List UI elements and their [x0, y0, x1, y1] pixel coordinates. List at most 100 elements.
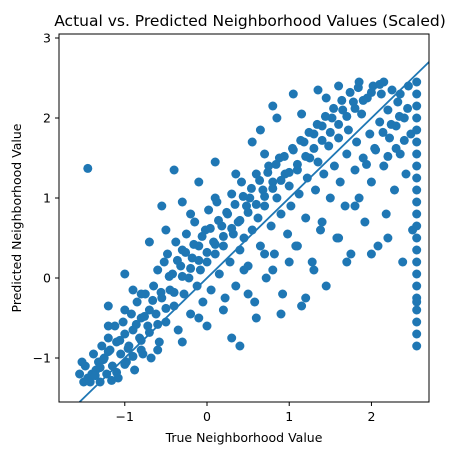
data-point	[97, 341, 107, 351]
data-point	[412, 173, 422, 183]
data-point	[115, 335, 125, 345]
data-point	[279, 151, 289, 161]
data-point	[370, 143, 380, 153]
data-point	[325, 127, 335, 137]
data-point	[362, 159, 371, 169]
data-point	[202, 321, 212, 331]
data-point	[316, 225, 325, 235]
data-point	[412, 329, 422, 339]
data-point	[140, 311, 149, 321]
data-point	[181, 247, 191, 257]
data-point	[335, 177, 345, 187]
data-point	[393, 97, 403, 107]
data-point	[340, 201, 350, 211]
data-point	[177, 337, 187, 347]
data-point	[190, 217, 200, 227]
data-point	[163, 249, 172, 259]
data-point	[230, 199, 240, 209]
data-point	[95, 363, 105, 373]
data-point	[276, 309, 286, 319]
data-point	[189, 239, 199, 249]
data-point	[342, 257, 352, 267]
data-point	[412, 197, 422, 207]
data-point	[157, 201, 167, 211]
data-point	[412, 281, 422, 291]
data-point	[192, 281, 202, 291]
data-point	[360, 217, 370, 227]
data-point	[391, 143, 401, 153]
data-point	[177, 271, 187, 281]
data-point	[251, 313, 261, 323]
data-point	[268, 183, 278, 193]
data-point	[386, 119, 396, 129]
data-point	[338, 105, 348, 115]
data-point	[271, 159, 281, 169]
data-point	[210, 157, 220, 167]
data-point	[383, 105, 393, 115]
data-point	[354, 193, 364, 203]
data-point	[319, 169, 329, 179]
data-point	[202, 257, 212, 267]
y-tick-label: 0	[43, 271, 51, 286]
data-point	[334, 81, 344, 91]
data-point	[154, 337, 164, 347]
y-tick-label: 2	[43, 111, 51, 126]
data-point	[412, 89, 422, 99]
y-tick-label: −1	[33, 351, 51, 366]
data-point	[320, 111, 330, 121]
data-point	[156, 287, 166, 297]
data-point	[181, 229, 191, 239]
data-point	[321, 93, 331, 103]
data-point	[390, 185, 399, 195]
reference-line	[78, 61, 430, 403]
y-axis-ticks: −1 0 1 2 3	[33, 31, 59, 366]
data-point	[238, 191, 248, 201]
data-point	[151, 309, 161, 319]
data-point	[255, 241, 265, 251]
data-point	[309, 265, 319, 275]
data-point	[110, 321, 120, 331]
chart-title: Actual vs. Predicted Neighborhood Values…	[54, 12, 446, 30]
data-point	[120, 305, 130, 315]
data-point	[186, 263, 196, 273]
data-point	[412, 245, 422, 255]
data-point	[146, 353, 156, 363]
data-point	[373, 241, 383, 251]
data-point	[412, 317, 422, 327]
data-point	[272, 193, 282, 203]
data-point	[378, 127, 388, 137]
data-point	[412, 297, 422, 307]
data-point	[337, 95, 347, 105]
data-point	[136, 345, 146, 355]
data-point	[194, 313, 204, 323]
data-point	[288, 143, 297, 153]
data-point	[365, 129, 375, 139]
data-point	[171, 237, 181, 247]
data-point	[329, 161, 339, 171]
x-tick-label: 0	[203, 409, 211, 424]
data-point	[131, 319, 141, 329]
data-point	[202, 247, 212, 257]
data-point	[75, 369, 85, 379]
data-point	[194, 177, 204, 187]
data-point	[144, 327, 154, 337]
data-point	[354, 77, 364, 87]
data-point	[412, 341, 422, 351]
data-point	[366, 177, 376, 187]
data-point	[89, 349, 98, 359]
data-point	[231, 169, 241, 179]
data-point	[83, 163, 93, 173]
data-point	[412, 233, 422, 243]
data-point	[345, 87, 355, 97]
data-point	[118, 317, 128, 327]
data-point	[161, 225, 171, 235]
data-point	[342, 149, 352, 159]
data-point	[268, 101, 278, 111]
x-tick-label: −1	[116, 409, 134, 424]
data-point	[239, 265, 249, 275]
x-axis-label: True Neighborhood Value	[165, 430, 323, 445]
data-point	[342, 111, 352, 121]
data-point	[173, 325, 183, 335]
data-point	[412, 101, 422, 111]
